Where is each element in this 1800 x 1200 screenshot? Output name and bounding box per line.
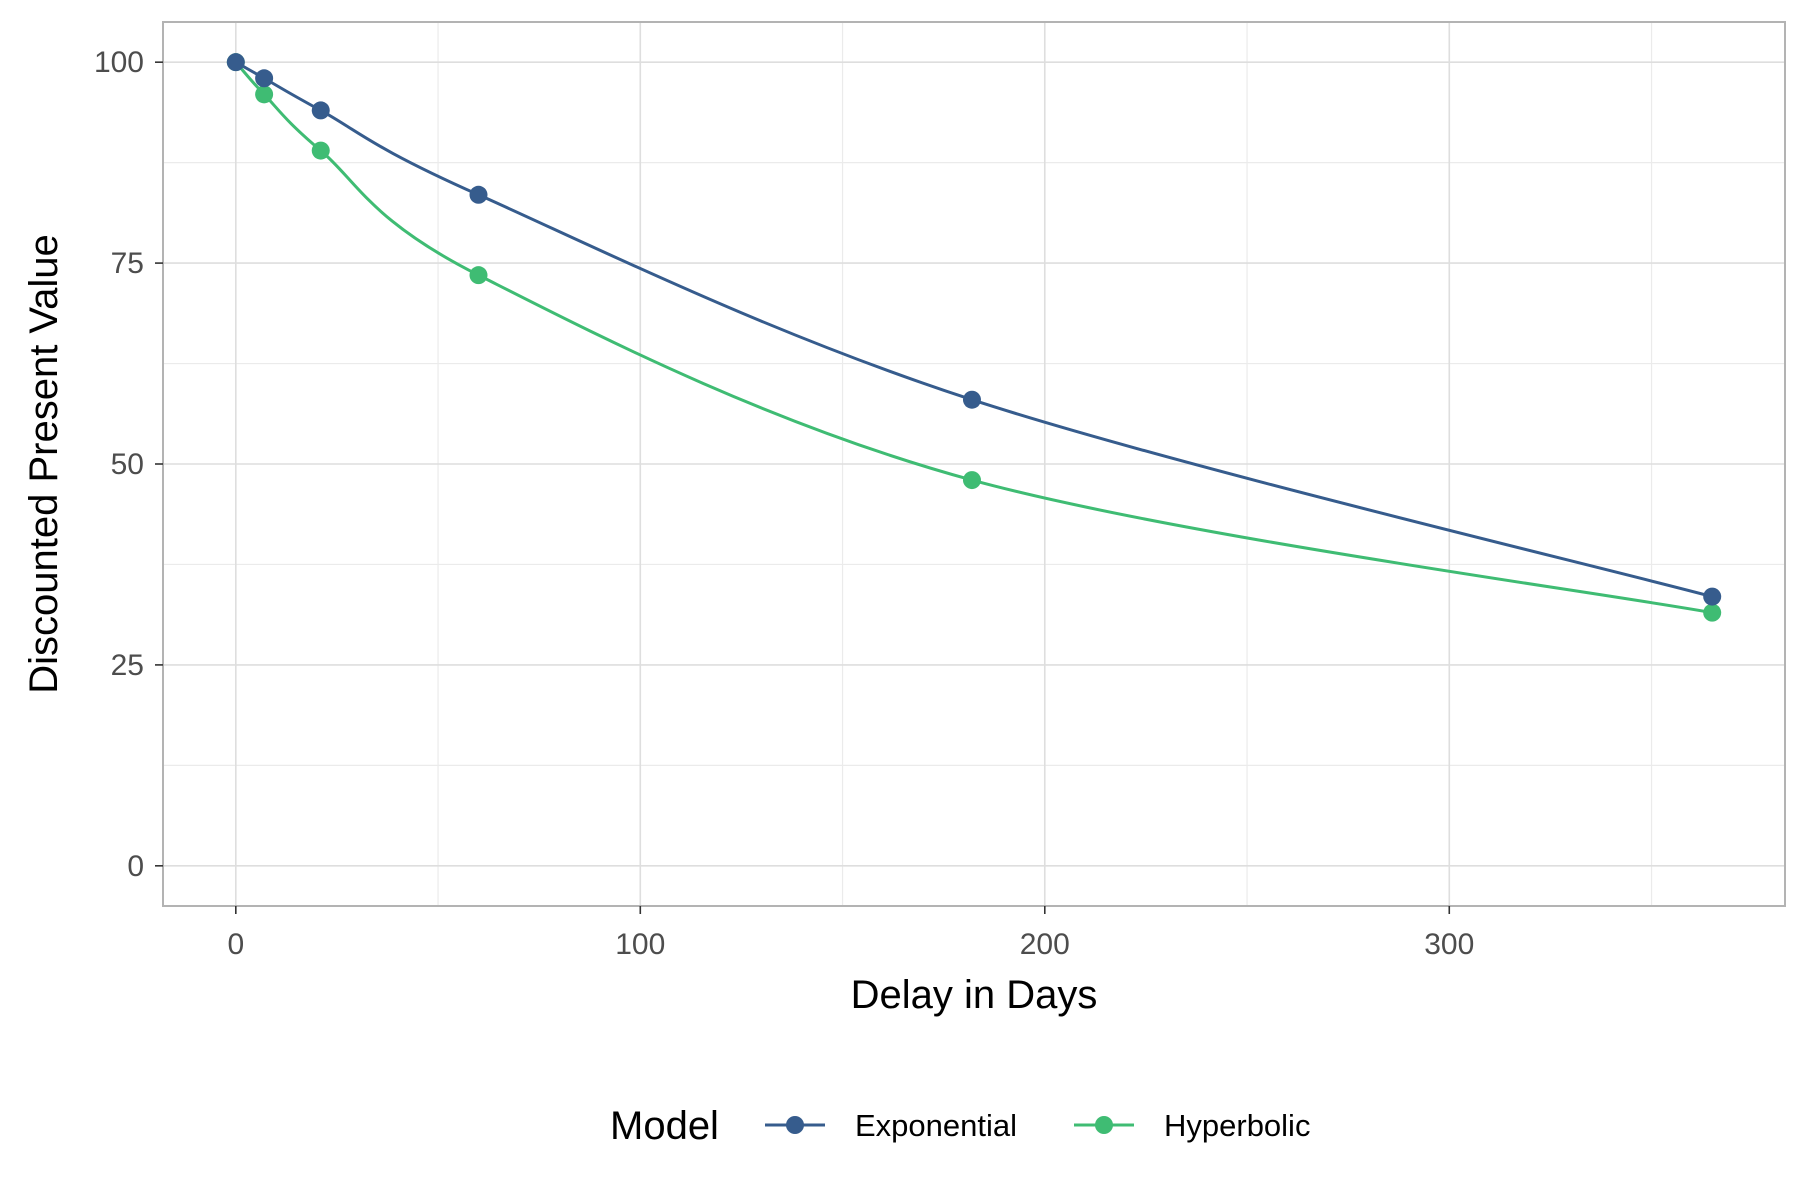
data-point-hyperbolic: [962, 471, 981, 490]
data-point-exponential: [226, 53, 245, 72]
series-line-hyperbolic: [234, 61, 1713, 615]
data-point-hyperbolic: [255, 85, 274, 104]
x-tick-label: 200: [1020, 928, 1070, 961]
y-axis-title: Discounted Present Value: [22, 234, 66, 694]
series-line-exponential: [235, 60, 1713, 599]
series-points: [226, 53, 1722, 622]
grid-minor: [163, 22, 1785, 906]
data-point-exponential: [255, 69, 274, 88]
legend-key-point: [786, 1116, 804, 1134]
y-axis-ticks: 0 25 50 75 100: [94, 46, 163, 883]
y-tick-label: 75: [111, 247, 144, 280]
series-lines: [234, 60, 1713, 615]
data-point-hyperbolic: [469, 266, 488, 285]
data-point-exponential: [469, 185, 488, 204]
y-tick-label: 100: [94, 46, 144, 79]
legend: Model Exponential Hyperbolic: [610, 1104, 1310, 1148]
legend-title: Model: [610, 1104, 719, 1148]
legend-label: Exponential: [855, 1108, 1017, 1143]
data-point-exponential: [962, 390, 981, 409]
legend-item-hyperbolic: Hyperbolic: [1074, 1108, 1310, 1143]
x-tick-label: 300: [1424, 928, 1474, 961]
data-point-hyperbolic: [311, 141, 330, 160]
data-point-exponential: [1703, 587, 1722, 606]
x-tick-label: 0: [227, 928, 244, 961]
legend-label: Hyperbolic: [1164, 1108, 1310, 1143]
data-point-exponential: [311, 101, 330, 120]
x-tick-label: 100: [615, 928, 665, 961]
data-point-hyperbolic: [1703, 603, 1722, 622]
y-tick-label: 0: [127, 850, 144, 883]
x-axis-title: Delay in Days: [851, 973, 1098, 1017]
y-tick-label: 50: [111, 448, 144, 481]
x-axis-ticks: 0 100 200 300: [227, 906, 1474, 961]
y-tick-label: 25: [111, 649, 144, 682]
legend-key-point: [1095, 1116, 1113, 1134]
legend-items: Exponential Hyperbolic: [765, 1108, 1310, 1143]
grid-major: [163, 22, 1785, 906]
legend-item-exponential: Exponential: [765, 1108, 1017, 1143]
